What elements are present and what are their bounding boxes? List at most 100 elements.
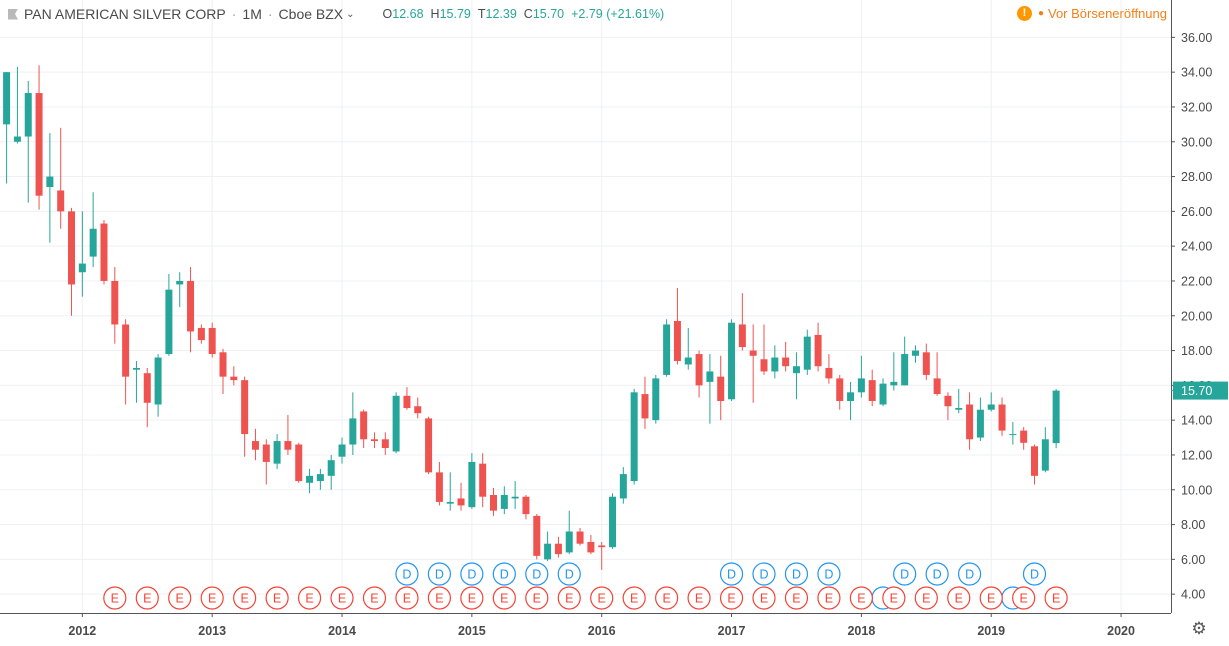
earnings-marker-circle[interactable] [947, 586, 971, 610]
candle-body[interactable] [576, 531, 584, 544]
earnings-marker-circle[interactable] [752, 586, 776, 610]
earnings-marker-label[interactable]: E [1020, 592, 1028, 606]
candle-body[interactable] [78, 263, 86, 273]
candle-body[interactable] [803, 336, 811, 370]
candle-body[interactable] [490, 494, 497, 511]
earnings-marker-circle[interactable] [817, 586, 841, 610]
gear-icon[interactable]: ⚙ [1191, 619, 1207, 638]
candle-body[interactable] [1031, 446, 1038, 476]
dividend-marker-circle[interactable] [492, 562, 516, 586]
earnings-marker-circle[interactable] [330, 586, 354, 610]
earnings-marker-label[interactable]: E [370, 592, 378, 606]
dividend-marker-label[interactable]: D [402, 568, 411, 582]
candle-body[interactable] [641, 394, 649, 419]
earnings-marker-circle[interactable] [135, 586, 159, 610]
earnings-marker-label[interactable]: E [338, 592, 346, 606]
candle-body[interactable] [565, 531, 573, 553]
dividend-marker-label[interactable]: D [565, 568, 574, 582]
candle-body[interactable] [360, 411, 368, 440]
earnings-marker-label[interactable]: E [176, 592, 184, 606]
earnings-marker-label[interactable]: E [565, 592, 573, 606]
candle-body[interactable] [349, 418, 357, 445]
candle-body[interactable] [143, 373, 151, 403]
candle-body[interactable] [738, 324, 746, 348]
candle-body[interactable] [911, 350, 919, 356]
candle-body[interactable] [966, 404, 974, 440]
candle-body[interactable] [273, 441, 281, 464]
candle-body[interactable] [554, 543, 562, 555]
candle-body[interactable] [251, 441, 259, 450]
earnings-marker-circle[interactable] [233, 586, 257, 610]
candle-body[interactable] [857, 378, 865, 393]
dividend-marker-circle[interactable] [460, 562, 484, 586]
candle-body[interactable] [890, 381, 898, 386]
dividend-marker-label[interactable]: D [965, 568, 974, 582]
candle-body[interactable] [327, 460, 335, 476]
candle-body[interactable] [836, 378, 844, 402]
earnings-marker-circle[interactable] [622, 586, 646, 610]
earnings-marker-circle[interactable] [168, 586, 192, 610]
earnings-marker-circle[interactable] [849, 586, 873, 610]
candle-body[interactable] [338, 444, 346, 457]
candle-body[interactable] [792, 366, 800, 374]
candle-body[interactable] [522, 496, 530, 515]
candle-body[interactable] [100, 223, 108, 281]
candle-body[interactable] [468, 461, 476, 508]
candle-body[interactable] [46, 176, 54, 187]
earnings-marker-label[interactable]: E [533, 592, 541, 606]
dividend-marker-circle[interactable] [427, 562, 451, 586]
earnings-marker-label[interactable]: E [468, 592, 476, 606]
candle-body[interactable] [901, 354, 909, 386]
candle-body[interactable] [24, 93, 32, 137]
earnings-marker-label[interactable]: E [305, 592, 313, 606]
earnings-marker-circle[interactable] [590, 586, 614, 610]
candle-body[interactable] [544, 543, 552, 560]
candle-body[interactable] [392, 395, 400, 452]
earnings-marker-circle[interactable] [784, 586, 809, 610]
dividend-marker-circle[interactable] [784, 562, 809, 586]
candle-body[interactable] [749, 350, 757, 356]
earnings-marker-label[interactable]: E [727, 592, 735, 606]
dividend-marker-label[interactable]: D [532, 568, 541, 582]
candle-body[interactable] [814, 334, 822, 367]
candle-body[interactable] [944, 395, 952, 407]
candle-body[interactable] [922, 352, 930, 375]
candle-body[interactable] [230, 376, 238, 381]
earnings-marker-circle[interactable] [427, 586, 451, 610]
dividend-marker-circle[interactable] [957, 562, 982, 586]
candle-body[interactable] [609, 496, 617, 548]
earnings-marker-label[interactable]: E [208, 592, 216, 606]
candle-body[interactable] [847, 392, 855, 402]
dividend-marker-label[interactable]: D [900, 568, 909, 582]
earnings-marker-label[interactable]: E [695, 592, 703, 606]
dividend-marker-circle[interactable] [925, 562, 949, 586]
candle-body[interactable] [782, 357, 790, 367]
candle-body[interactable] [598, 545, 606, 548]
earnings-marker-label[interactable]: E [500, 592, 508, 606]
candle-body[interactable] [933, 378, 941, 395]
candle-body[interactable] [728, 322, 736, 400]
candle-body[interactable] [533, 515, 541, 556]
earnings-marker-circle[interactable] [200, 586, 224, 610]
candle-body[interactable] [976, 409, 984, 438]
candle-body[interactable] [208, 327, 216, 355]
candle-body[interactable] [68, 211, 76, 285]
candle-body[interactable] [89, 228, 97, 257]
dividend-marker-circle[interactable] [893, 562, 917, 586]
dividend-marker-label[interactable]: D [824, 568, 833, 582]
candle-body[interactable] [111, 280, 119, 325]
earnings-marker-label[interactable]: E [630, 592, 638, 606]
candle-body[interactable] [3, 72, 11, 125]
earnings-marker-circle[interactable] [460, 586, 484, 610]
earnings-marker-circle[interactable] [265, 586, 289, 610]
earnings-marker-circle[interactable] [297, 586, 322, 610]
earnings-marker-label[interactable]: E [240, 592, 248, 606]
candle-body[interactable] [176, 280, 184, 285]
candle-body[interactable] [987, 404, 995, 410]
candle-body[interactable] [1041, 439, 1049, 471]
candle-body[interactable] [165, 289, 173, 355]
earnings-marker-circle[interactable] [1012, 586, 1036, 610]
earnings-marker-label[interactable]: E [825, 592, 833, 606]
candle-body[interactable] [132, 367, 140, 370]
